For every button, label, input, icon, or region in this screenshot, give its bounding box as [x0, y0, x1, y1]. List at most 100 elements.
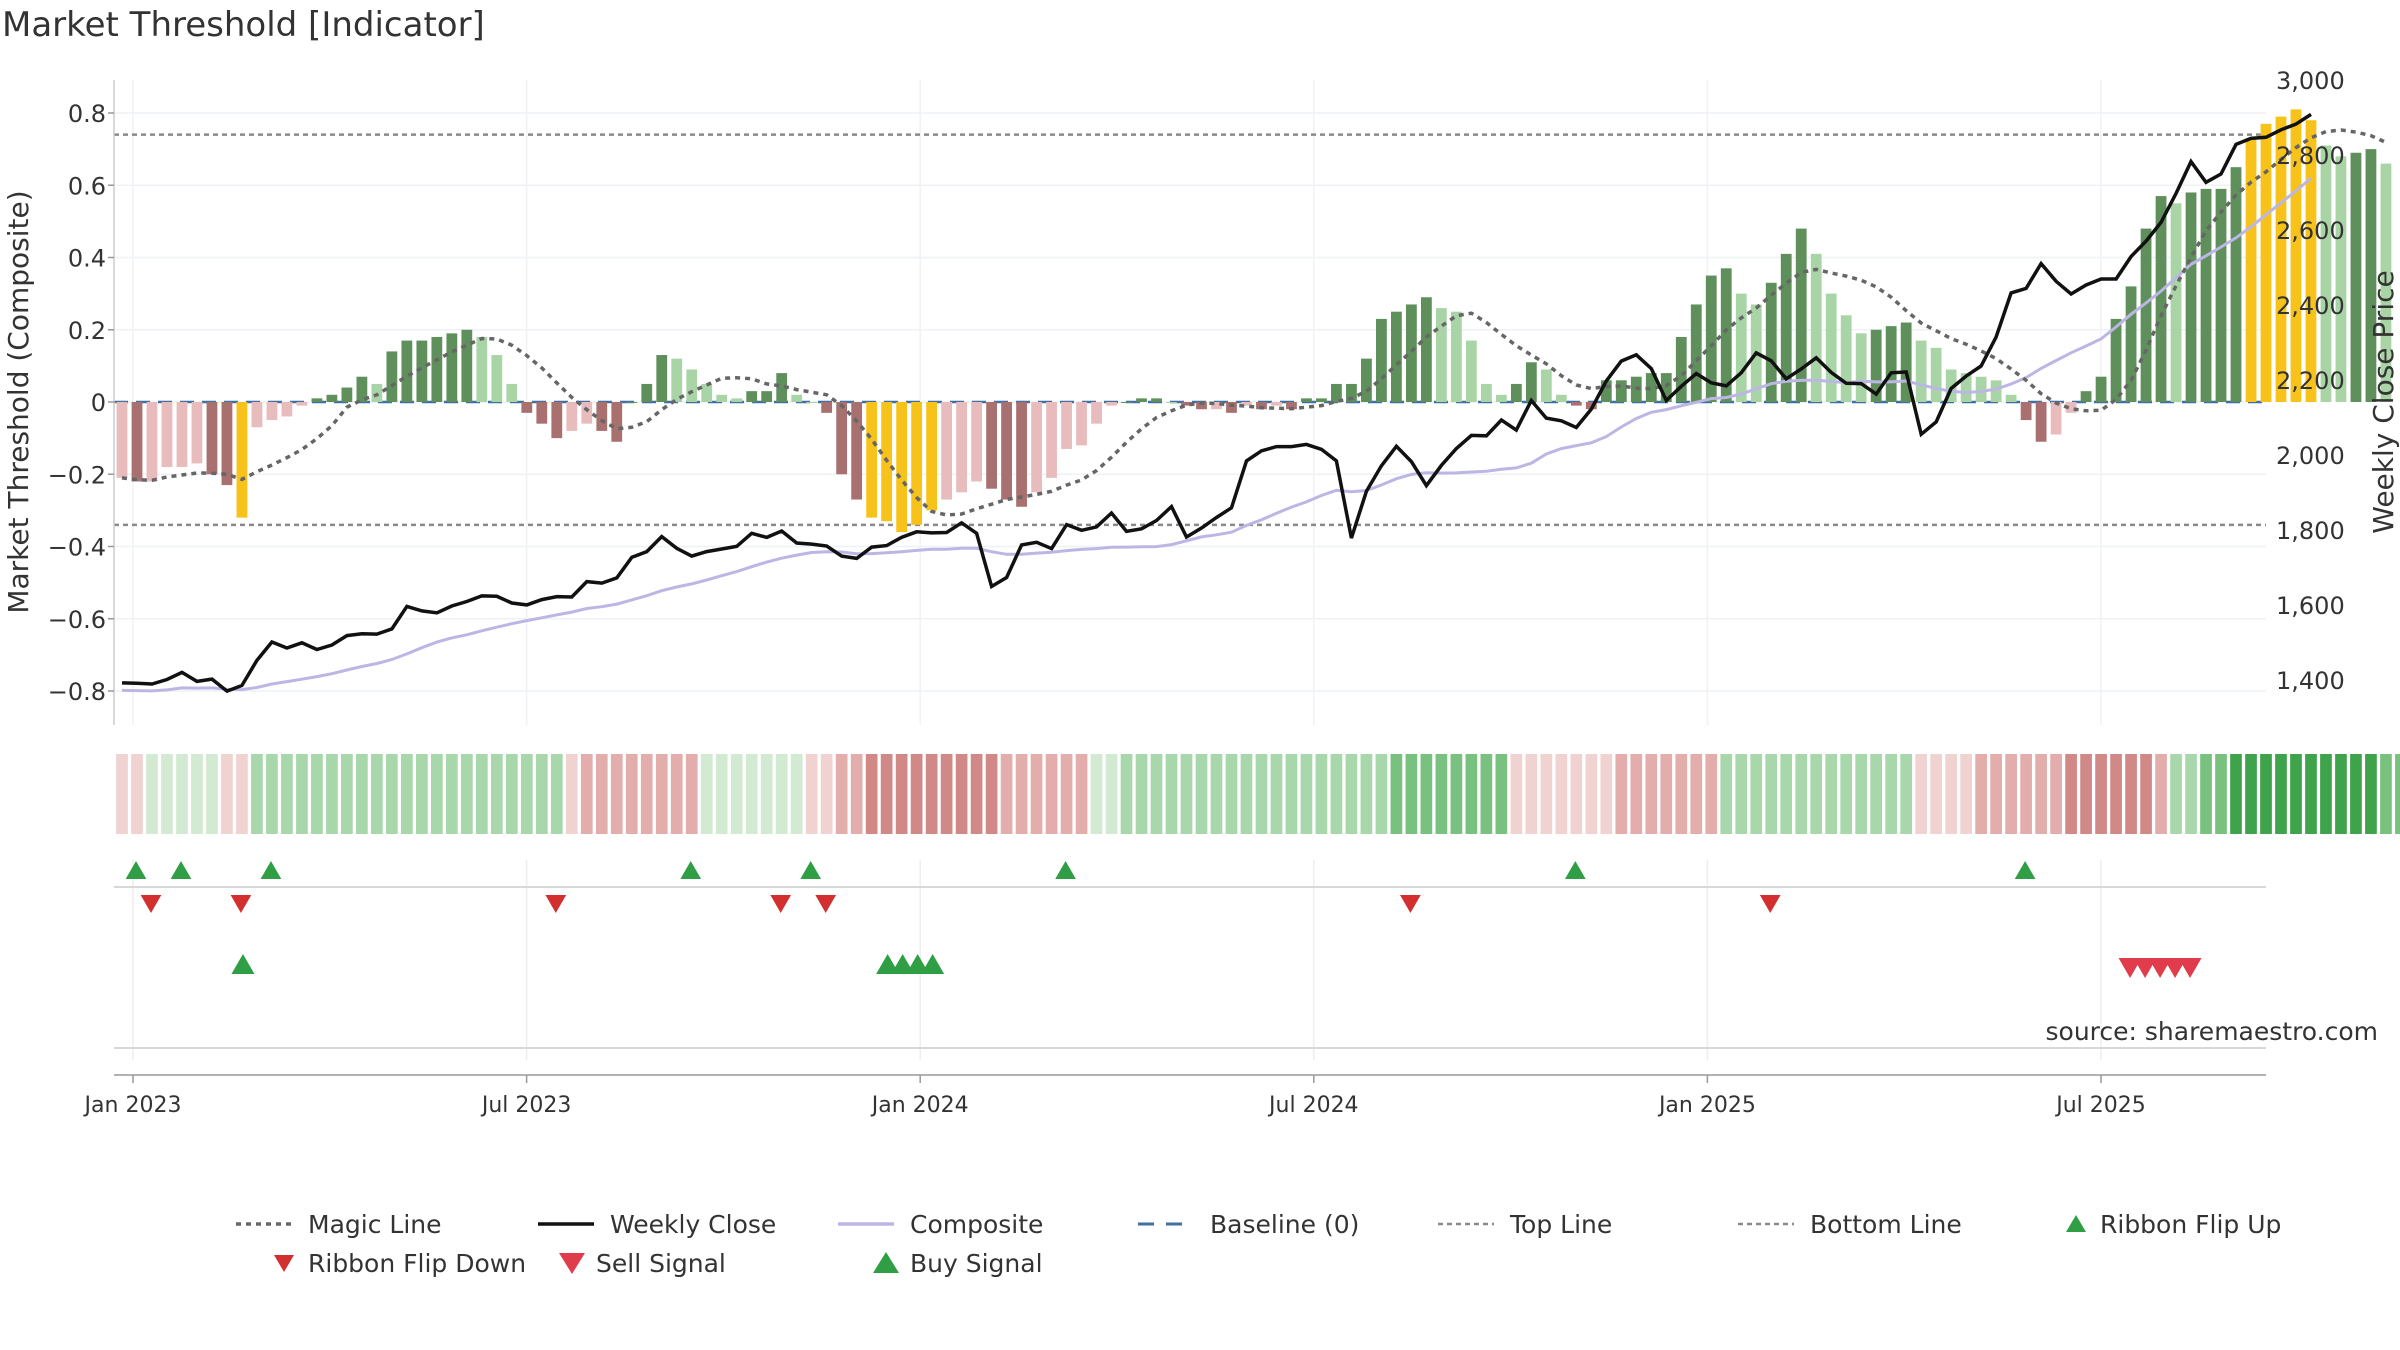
legend-swatch	[873, 1252, 899, 1273]
ribbon-cell	[730, 754, 743, 834]
y2-tick-label: 2,400	[2276, 292, 2345, 320]
buy-signal-marker	[921, 954, 945, 974]
ribbon-cell	[1840, 754, 1853, 834]
composite-bar	[551, 402, 563, 439]
ribbon-cell	[910, 754, 923, 834]
ribbon-cell	[1990, 754, 2002, 834]
composite-bar	[491, 355, 503, 402]
ribbon-cell	[1945, 754, 1957, 834]
legend-label: Weekly Close	[610, 1210, 776, 1239]
composite-bar	[2185, 192, 2197, 402]
composite-bar	[1361, 358, 1372, 402]
composite-bar	[2170, 203, 2182, 402]
buy-signal-marker	[906, 954, 930, 974]
ribbon-cell	[2005, 754, 2017, 834]
ribbon-cell	[1810, 754, 1823, 834]
ribbon-cell	[281, 754, 293, 834]
ribbon-cell	[1045, 754, 1058, 834]
ribbon-cell	[460, 754, 473, 834]
composite-bar	[251, 402, 263, 428]
y-tick-label: 0	[91, 389, 106, 417]
ribbon-cell	[2200, 754, 2212, 834]
legend-label: Composite	[910, 1210, 1043, 1239]
ribbon-flip-up-marker	[1055, 861, 1076, 879]
ribbon-cell	[236, 754, 248, 834]
legend-label: Ribbon Flip Up	[2100, 1210, 2281, 1239]
ribbon-cell	[1540, 754, 1553, 834]
ribbon-cell	[1375, 754, 1388, 834]
composite-bar	[1061, 402, 1072, 449]
ribbon-cell	[2125, 754, 2137, 834]
ribbon-flip-down-marker	[1400, 895, 1421, 913]
legend-label: Baseline (0)	[1210, 1210, 1359, 1239]
composite-bars	[116, 109, 2392, 533]
composite-bar	[1825, 293, 1837, 402]
composite-bar	[566, 402, 578, 431]
composite-bar	[1166, 402, 1177, 403]
signal-markers	[125, 861, 2202, 978]
y2-tick-label: 1,600	[2276, 592, 2345, 620]
composite-bar	[1091, 402, 1102, 424]
ribbon-cell	[1075, 754, 1088, 834]
legend: Magic Line Weekly Close Composite Baseline …	[236, 1210, 2281, 1278]
composite-bar	[1286, 402, 1297, 410]
composite-bar	[1301, 398, 1312, 402]
composite-bar	[851, 402, 863, 500]
ribbon-cell	[2065, 754, 2077, 834]
ribbon-cell	[371, 754, 383, 834]
legend-swatch	[274, 1255, 294, 1272]
ribbon-cell	[1510, 754, 1523, 834]
composite-bar	[1465, 340, 1477, 402]
legend-label: Sell Signal	[596, 1249, 726, 1278]
ribbon-cell	[1630, 754, 1643, 834]
composite-bar	[2155, 196, 2167, 402]
composite-bar	[2245, 138, 2257, 402]
composite-bar	[1016, 402, 1027, 507]
composite-bar	[1196, 402, 1207, 410]
ribbon-cell	[610, 754, 623, 834]
y-tick-label: 0.8	[68, 100, 106, 128]
y-tick-label: −0.4	[48, 534, 106, 562]
ribbon-cell	[386, 754, 398, 834]
ribbon-cell	[850, 754, 863, 834]
ribbon-cell	[595, 754, 608, 834]
ribbon-cell	[2380, 754, 2392, 834]
composite-bar	[1031, 402, 1042, 493]
ribbon-cell	[790, 754, 803, 834]
ribbon-cell	[296, 754, 308, 834]
composite-bar	[1331, 383, 1342, 402]
ribbon-cell	[2335, 754, 2347, 834]
ribbon-cell	[146, 754, 158, 834]
composite-bar	[641, 383, 653, 402]
composite-bar	[716, 394, 728, 402]
composite-bar	[1855, 333, 1867, 402]
ribbon-cell	[1915, 754, 1928, 834]
ribbon-cell	[2050, 754, 2062, 834]
composite-bar	[1900, 322, 1912, 402]
composite-bar	[266, 402, 278, 421]
composite-bar	[1915, 340, 1927, 402]
y2-tick-label: 1,800	[2276, 517, 2345, 545]
ribbon-cell	[1780, 754, 1793, 834]
composite-bar	[1795, 228, 1807, 402]
composite-bar	[1765, 282, 1777, 402]
ribbon-cell	[550, 754, 563, 834]
composite-bar	[1241, 402, 1252, 406]
legend-item: Ribbon Flip Up	[2066, 1210, 2281, 1239]
ribbon-cell	[940, 754, 953, 834]
ribbon-cell	[1090, 754, 1103, 834]
ribbon-cell	[1525, 754, 1538, 834]
ribbon-cell	[820, 754, 833, 834]
ribbon-cell	[161, 754, 173, 834]
ribbon-cell	[565, 754, 578, 834]
ribbon-cell	[760, 754, 773, 834]
y-tick-label: 0.4	[68, 245, 106, 273]
y-tick-label: 0.6	[68, 172, 106, 200]
composite-bar	[701, 383, 713, 402]
ribbon-cell	[131, 754, 143, 834]
composite-bar	[416, 340, 428, 402]
ribbon-cell	[416, 754, 428, 834]
ribbon-cell	[1195, 754, 1208, 834]
composite-bar	[2110, 318, 2122, 402]
composite-bar	[1975, 376, 1987, 402]
